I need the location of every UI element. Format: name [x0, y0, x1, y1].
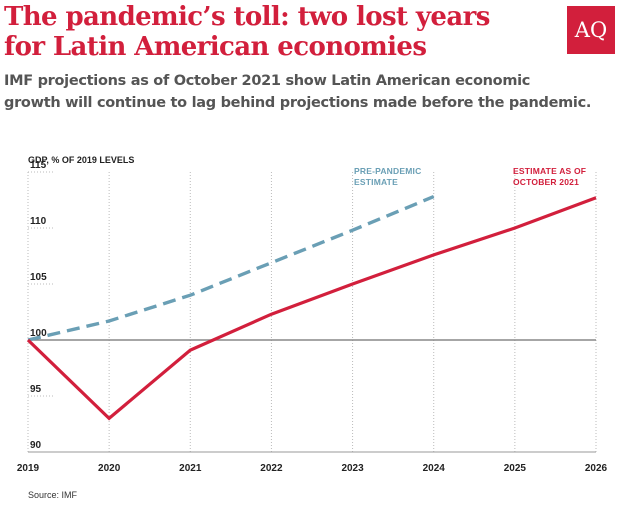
chart-title: The pandemic’s toll: two lost years for … [4, 2, 524, 62]
x-tick-label-2022: 2022 [260, 463, 283, 474]
aq-logo: AQ [567, 6, 615, 54]
y-tick-label-100: 100 [30, 328, 47, 339]
axis-layer: 2019 2020 2021 2022 2023 2024 2025 2026 90 95 100 1… [17, 160, 608, 474]
series-label-oct2021-line-1: ESTIMATE AS OF [513, 166, 586, 176]
chart-title-line-2: for Latin American economies [4, 32, 427, 62]
x-tick-label-2025: 2025 [504, 463, 527, 474]
x-tick-label-2023: 2023 [341, 463, 364, 474]
y-tick-label-115: 115 [30, 160, 47, 171]
y-axis-title: GDP, % OF 2019 LEVELS [28, 155, 134, 165]
source-note: Source: IMF [28, 490, 78, 500]
y-tick-label-110: 110 [30, 216, 47, 227]
series-layer [26, 195, 597, 421]
series-label-oct2021-line-2: OCTOBER 2021 [513, 177, 579, 187]
series-label-prepandemic-line-1: PRE-PANDEMIC [354, 166, 421, 176]
x-tick-label-2026: 2026 [585, 463, 608, 474]
x-tick-label-2021: 2021 [179, 463, 202, 474]
x-tick-label-2019: 2019 [17, 463, 40, 474]
x-tick-label-2020: 2020 [98, 463, 121, 474]
chart-subtitle: IMF projections as of October 2021 show … [4, 70, 616, 114]
chart-title-line-1: The pandemic’s toll: two lost years [4, 2, 490, 32]
series-line-oct2021 [26, 196, 597, 421]
y-tick-label-105: 105 [30, 272, 47, 283]
y-tick-label-95: 95 [30, 384, 42, 395]
x-tick-label-2024: 2024 [423, 463, 446, 474]
grid-layer [27, 171, 597, 453]
y-tick-label-90: 90 [30, 440, 42, 451]
chart-subtitle-line-2: growth will continue to lag behind proje… [4, 95, 592, 111]
series-line-prepandemic [27, 195, 435, 342]
chart-subtitle-line-1: IMF projections as of October 2021 show … [4, 73, 531, 89]
series-label-prepandemic-line-2: ESTIMATE [354, 177, 398, 187]
